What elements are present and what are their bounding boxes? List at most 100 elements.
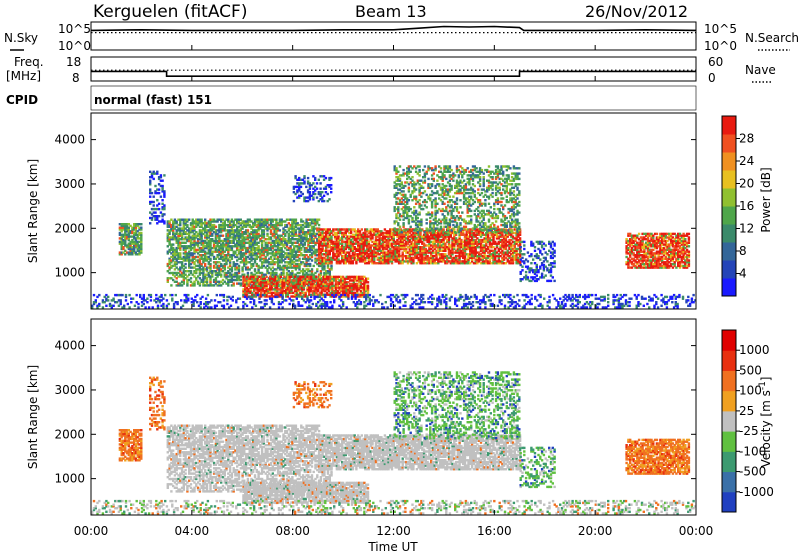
power-cell-2907 <box>334 295 338 298</box>
power-cell-788 <box>223 239 226 243</box>
power-cell-1375 <box>287 241 290 244</box>
power-cell-652 <box>209 254 212 257</box>
power-cell-1609 <box>312 222 315 225</box>
power-cell-3581 <box>371 256 374 260</box>
power-cell-2498 <box>256 289 259 293</box>
power-cell-1116 <box>257 220 260 223</box>
power-cell-1880 <box>216 280 219 283</box>
power-cell-3414 <box>351 235 355 238</box>
power-cell-3411 <box>351 242 355 245</box>
power-cell-3980 <box>414 238 417 242</box>
power-cell-782 <box>223 257 226 260</box>
power-cell-2986 <box>347 288 350 291</box>
power-cell-559 <box>198 231 202 234</box>
power-cell-1755 <box>189 266 193 269</box>
power-cell-2909 <box>334 291 338 295</box>
power-cell-3854 <box>399 235 403 238</box>
power-cell-102 <box>131 228 134 231</box>
power-cell-1455 <box>296 255 299 259</box>
power-cell-2236 <box>293 277 296 280</box>
power-cell-1899 <box>220 280 223 283</box>
power-cell-418 <box>182 222 185 225</box>
power-cell-3141 <box>321 242 324 245</box>
power-cell-1827 <box>205 284 209 287</box>
power-cell-1418 <box>291 222 294 225</box>
power-cell-870 <box>232 239 235 243</box>
power-cell-166 <box>140 240 143 244</box>
power-cell-3764 <box>390 251 394 254</box>
power-cell-250 <box>161 199 164 202</box>
power-cell-922 <box>237 232 241 236</box>
power-cell-1390 <box>289 248 292 252</box>
power-cell-3514 <box>364 260 367 263</box>
power-cell-4166 <box>435 253 438 256</box>
power-cell-1071 <box>253 241 257 244</box>
power-cell-372 <box>177 227 180 230</box>
power-cell-796 <box>225 257 228 260</box>
power-cell-3919 <box>406 228 410 231</box>
power-cell-4804 <box>508 251 511 254</box>
power-cell-3221 <box>330 246 333 249</box>
power-cell-3452 <box>357 246 360 249</box>
power-cell-4021 <box>419 256 422 260</box>
power-cell-4295 <box>449 253 452 256</box>
power-cell-2343 <box>314 259 317 262</box>
power-cell-2260 <box>298 284 301 287</box>
power-cell-4467 <box>469 251 472 254</box>
power-cell-766 <box>221 255 225 259</box>
power-cell-4300 <box>449 235 452 238</box>
power-cell-851 <box>230 248 234 252</box>
power-cell-1848 <box>209 277 212 280</box>
power-cell-170 <box>140 233 143 236</box>
power-cell-1677 <box>172 264 175 268</box>
power-cell-2732 <box>301 288 304 291</box>
power-cell-1269 <box>275 238 278 241</box>
power-cell-50 <box>124 226 127 229</box>
power-cell-1241 <box>271 220 274 223</box>
power-cell-2627 <box>279 281 282 284</box>
power-cell-1947 <box>228 259 232 262</box>
power-cell-4422 <box>463 246 467 249</box>
power-cell-2316 <box>309 273 312 276</box>
power-cell-4362 <box>456 240 460 244</box>
power-cell-4482 <box>470 256 474 260</box>
noise-lines <box>90 25 697 34</box>
power-cell-267 <box>166 252 169 255</box>
power-cell-3369 <box>348 260 351 263</box>
power-cell-4205 <box>438 242 442 245</box>
power-cell-562 <box>198 222 202 225</box>
power-cell-1572 <box>309 232 312 236</box>
power-cell-4379 <box>458 238 461 242</box>
power-cell-1632 <box>316 239 319 243</box>
power-cell-3943 <box>410 247 413 251</box>
power-cell-4054 <box>422 256 426 260</box>
power-cell-1459 <box>296 246 299 250</box>
power-cell-2537 <box>261 275 265 279</box>
power-cell-3503 <box>362 247 365 251</box>
power-cell-2798 <box>313 281 316 284</box>
power-cell-4903 <box>518 238 522 242</box>
power-cell-1619 <box>314 236 317 239</box>
power-cell-2335 <box>312 264 315 268</box>
power-cell-2994 <box>349 288 352 291</box>
power-cell-3234 <box>332 249 335 252</box>
power-cell-4923 <box>395 229 398 232</box>
power-cell-1453 <box>294 220 298 223</box>
power-cell-2554 <box>265 284 268 287</box>
power-cell-433 <box>184 231 187 234</box>
power-cell-1865 <box>212 270 216 273</box>
power-cell-2545 <box>263 281 266 284</box>
power-cell-4003 <box>417 260 420 263</box>
power-cell-2823 <box>318 291 322 295</box>
power-cell-3360 <box>346 244 349 247</box>
power-cell-2982 <box>347 295 350 298</box>
power-cell-1089 <box>255 243 258 246</box>
power-cell-4013 <box>417 237 420 240</box>
power-cell-4922 <box>393 165 396 168</box>
power-cell-1452 <box>294 222 298 225</box>
power-cell-1797 <box>198 261 202 264</box>
power-cell-4881 <box>517 247 520 251</box>
power-cell-4436 <box>465 246 468 249</box>
power-cell-4187 <box>437 242 440 245</box>
power-cell-512 <box>193 239 196 243</box>
